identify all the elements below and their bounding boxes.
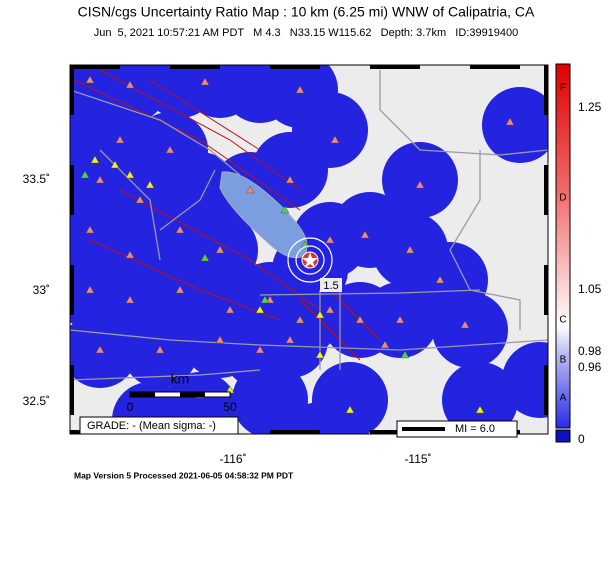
colorbar-value: 0.96	[578, 360, 602, 374]
station	[460, 320, 470, 329]
lon-label: -116˚	[219, 452, 246, 466]
grade-letter: D	[559, 193, 566, 204]
station	[280, 205, 290, 214]
station	[325, 235, 335, 244]
station	[200, 253, 210, 262]
station	[405, 245, 415, 254]
grade-letter: F	[560, 83, 566, 94]
station	[295, 85, 305, 94]
subtitle: Jun 5, 2021 10:57:21 AM PDT M 4.3 N33.15…	[94, 27, 519, 39]
station	[245, 185, 255, 194]
station	[255, 305, 265, 314]
epicenter	[287, 237, 333, 283]
contour-label: 1.5	[323, 280, 338, 292]
lat-label: 33.5˚	[23, 172, 50, 186]
coverage-circle	[382, 142, 458, 218]
station	[345, 405, 355, 414]
lat-label: 32.5˚	[23, 394, 50, 408]
station	[85, 285, 95, 294]
grade-letter: B	[560, 355, 567, 366]
station	[200, 77, 210, 86]
scale-bar: km 0 50	[127, 371, 237, 414]
station	[80, 170, 90, 179]
station	[225, 305, 235, 314]
station	[125, 295, 135, 304]
station	[475, 405, 485, 414]
station	[395, 315, 405, 324]
grade-letter: A	[560, 393, 567, 404]
colorbar-value: 0	[578, 432, 585, 446]
station-coverage	[70, 65, 548, 434]
station	[135, 195, 145, 204]
coverage-circle	[232, 362, 308, 434]
coverage-circle	[482, 87, 548, 163]
station	[315, 310, 325, 319]
map: 1.5	[70, 65, 548, 434]
station	[125, 170, 135, 179]
colorbar: F D C B A 1.25 1.05 0.98 0.96 0	[555, 63, 602, 446]
scale-end: 50	[223, 400, 237, 414]
station	[125, 80, 135, 89]
station	[285, 175, 295, 184]
scale-unit: km	[171, 371, 190, 387]
mi-legend-box	[396, 420, 518, 438]
lon-label: -115˚	[404, 452, 431, 466]
grade-letter: C	[559, 315, 566, 326]
station	[95, 175, 105, 184]
station	[155, 345, 165, 354]
lat-label: 33˚	[33, 283, 50, 297]
station	[415, 180, 425, 189]
station	[165, 145, 175, 154]
station	[315, 350, 325, 359]
station	[355, 315, 365, 324]
colorbar-gradient	[555, 63, 571, 429]
station	[400, 350, 410, 359]
stations	[80, 75, 515, 414]
frame-ticks	[70, 65, 548, 434]
station	[115, 135, 125, 144]
station	[125, 250, 135, 259]
scale-start: 0	[127, 400, 134, 414]
station	[175, 225, 185, 234]
station	[380, 340, 390, 349]
station	[95, 345, 105, 354]
station	[110, 160, 120, 169]
station	[215, 245, 225, 254]
station	[175, 285, 185, 294]
station	[145, 180, 155, 189]
station	[295, 315, 305, 324]
colorbar-value: 0.98	[578, 344, 602, 358]
station	[505, 117, 515, 126]
station	[90, 155, 100, 164]
grade-box	[79, 416, 239, 435]
station	[325, 305, 335, 314]
station	[255, 345, 265, 354]
station	[85, 75, 95, 84]
contour-label-box	[320, 278, 342, 292]
station	[285, 335, 295, 344]
grade: GRADE: - (Mean sigma: -)	[87, 420, 216, 432]
station	[435, 275, 445, 284]
coverage-circle	[70, 312, 138, 388]
coverage-circle	[70, 252, 128, 328]
colorbar-value: 1.05	[578, 282, 602, 296]
coverage-circle	[442, 362, 518, 434]
station	[85, 225, 95, 234]
station	[330, 135, 340, 144]
coverage-circle	[402, 262, 478, 338]
roads	[70, 70, 548, 381]
coverage-circle	[292, 92, 368, 168]
footer: Map Version 5 Processed 2021-06-05 04:58…	[74, 470, 294, 480]
coverage-circle	[162, 152, 238, 228]
station	[260, 295, 270, 304]
colorbar-value: 1.25	[578, 100, 602, 114]
colorbar-zero	[555, 429, 571, 443]
title: CISN/cgs Uncertainty Ratio Map : 10 km (…	[78, 4, 535, 20]
station	[360, 230, 370, 239]
station	[215, 335, 225, 344]
mi-legend: MI = 6.0	[455, 423, 495, 435]
